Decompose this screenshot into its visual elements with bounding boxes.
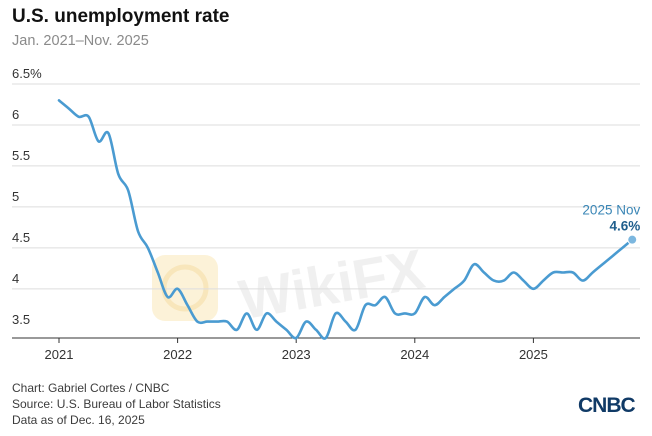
cnbc-logo-text: CNBC [578, 394, 635, 415]
y-tick-labels: 3.5 4 4.5 5 5.5 6 6.5% [12, 66, 42, 327]
chart-footer: Chart: Gabriel Cortes / CNBC Source: U.S… [12, 380, 221, 428]
series-layer [57, 99, 634, 340]
annotation-label: 2025 Nov [582, 203, 640, 218]
footer-credit: Chart: Gabriel Cortes / CNBC [12, 381, 170, 395]
y-tick-label: 4.5 [12, 230, 30, 245]
footer-source: Source: U.S. Bureau of Labor Statistics [12, 397, 221, 411]
y-tick-label: 5 [12, 189, 19, 204]
chart-title: U.S. unemployment rate [12, 6, 230, 27]
y-tick-label: 4 [12, 271, 19, 286]
y-tick-label: 3.5 [12, 312, 30, 327]
x-tick-label: 2023 [282, 347, 311, 362]
y-tick-label: 6.5% [12, 66, 42, 81]
y-tick-label: 5.5 [12, 148, 30, 163]
cnbc-logo: CNBC [578, 394, 636, 415]
x-tick-label: 2025 [519, 347, 548, 362]
chart-subtitle: Jan. 2021–Nov. 2025 [12, 33, 149, 49]
x-tick-label: 2024 [400, 347, 429, 362]
x-axis: 2021 2022 2023 2024 2025 [12, 337, 640, 362]
footer-date: Data as of Dec. 16, 2025 [12, 413, 145, 427]
x-tick-label: 2021 [45, 347, 74, 362]
x-tick-label: 2022 [163, 347, 192, 362]
series-line [57, 99, 634, 340]
annotation-value: 4.6% [609, 219, 640, 234]
y-tick-label: 6 [12, 107, 19, 122]
chart-svg: WikiFX 3.544.555.566.5% 2021 2022 2023 2024… [12, 66, 640, 362]
annotation-marker [627, 234, 638, 245]
